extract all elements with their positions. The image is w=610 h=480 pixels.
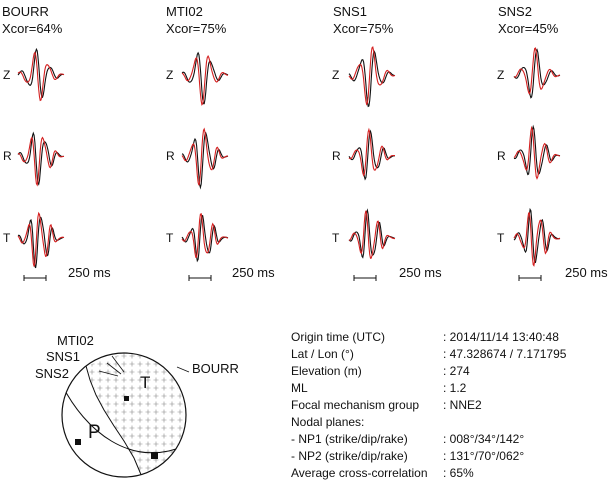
- component-label-r: R: [3, 149, 12, 163]
- synthetic-trace-t: [348, 210, 395, 259]
- component-label-z: Z: [497, 68, 504, 82]
- waveform-traces: [17, 45, 561, 269]
- info-value: : NNE2: [443, 398, 482, 412]
- component-label-z: Z: [332, 68, 339, 82]
- station-header-sns2: SNS2 Xcor=45%: [498, 4, 559, 36]
- xcor-value: Xcor=75%: [333, 21, 394, 36]
- info-value: : 2014/11/14 13:40:48: [443, 330, 559, 344]
- synthetic-trace-r: [181, 127, 229, 186]
- scale-label: 250 ms: [232, 265, 275, 280]
- xcor-value: Xcor=45%: [498, 21, 559, 36]
- info-label: Focal mechanism group: [291, 398, 419, 412]
- observed-trace-z: [17, 47, 65, 99]
- component-label-z: Z: [3, 68, 10, 82]
- info-label: - NP2 (strike/dip/rake): [291, 449, 408, 463]
- time-scale-bourr: 250 ms: [23, 265, 111, 281]
- component-label-t: T: [497, 231, 505, 245]
- info-label: Average cross-correlation: [291, 466, 428, 480]
- time-scale-sns1: 250 ms: [353, 265, 442, 281]
- scale-bar: [23, 275, 47, 281]
- station-name: SNS1: [333, 4, 367, 19]
- observed-trace-r: [513, 124, 561, 176]
- info-value: : 1.2: [443, 381, 467, 395]
- info-label: Nodal planes:: [291, 415, 364, 429]
- info-value: : 131°/70°/062°: [443, 449, 524, 463]
- info-label: Origin time (UTC): [291, 330, 385, 344]
- t-axis-label: T: [140, 373, 150, 392]
- station-name: SNS2: [498, 4, 532, 19]
- time-scale-sns2: 250 ms: [518, 265, 608, 281]
- scale-bar: [518, 275, 542, 281]
- station-header-sns1: SNS1 Xcor=75%: [333, 4, 394, 36]
- info-label: Lat / Lon (°): [291, 347, 354, 361]
- info-label: ML: [291, 381, 308, 395]
- bourr-leader-line: [176, 366, 190, 373]
- info-value: : 008°/34°/142°: [443, 432, 524, 446]
- xcor-value: Xcor=75%: [166, 21, 227, 36]
- beachball-outline: [61, 352, 187, 478]
- scale-label: 250 ms: [68, 265, 111, 280]
- compressional-quadrant: [86, 353, 186, 477]
- component-label-r: R: [497, 149, 506, 163]
- beachball-station-sns2: SNS2: [35, 366, 69, 381]
- station-marker: [75, 439, 81, 445]
- p-axis-label: P: [88, 422, 101, 443]
- station-name: MTI02: [166, 4, 203, 19]
- observed-trace-t: [181, 214, 229, 263]
- synthetic-trace-r: [348, 127, 395, 177]
- scale-label: 250 ms: [565, 265, 608, 280]
- observed-trace-t: [17, 216, 65, 269]
- observed-trace-r: [181, 131, 229, 190]
- info-label: Elevation (m): [291, 364, 362, 378]
- event-info-table: Origin time (UTC) : 2014/11/14 13:40:48 …: [291, 330, 567, 480]
- observed-trace-z: [181, 51, 229, 105]
- synthetic-trace-t: [17, 211, 65, 267]
- observed-trace-z: [348, 50, 396, 108]
- scale-bar: [188, 275, 212, 281]
- synthetic-trace-t: [513, 212, 561, 267]
- synthetic-trace-t: [181, 212, 229, 258]
- scale-bar: [353, 275, 377, 281]
- station-name: BOURR: [2, 4, 49, 19]
- info-value: : 274: [443, 364, 470, 378]
- synthetic-trace-z: [181, 54, 229, 106]
- focal-mechanism-beachball: T P MTI02 SNS1 SNS2 BOURR: [35, 333, 239, 478]
- beachball-station-mti02: MTI02: [57, 333, 94, 348]
- station-leader-lines: [98, 355, 125, 377]
- xcor-value: Xcor=64%: [2, 21, 63, 36]
- component-label-t: T: [332, 231, 340, 245]
- synthetic-trace-z: [17, 51, 65, 102]
- component-label-z: Z: [166, 68, 173, 82]
- component-label-r: R: [332, 149, 341, 163]
- component-label-t: T: [166, 231, 174, 245]
- beachball-station-bourr: BOURR: [192, 361, 239, 376]
- station-header-bourr: BOURR Xcor=64%: [2, 4, 63, 36]
- nodal-plane-np1: [85, 365, 148, 477]
- nodal-plane-np2: [62, 384, 186, 454]
- synthetic-trace-z: [348, 45, 396, 106]
- station-marker: [151, 452, 158, 459]
- observed-trace-r: [348, 129, 395, 181]
- component-label-r: R: [166, 149, 175, 163]
- info-label: - NP1 (strike/dip/rake): [291, 432, 408, 446]
- component-label-t: T: [3, 231, 11, 245]
- info-value: : 65%: [443, 466, 474, 480]
- info-value: : 47.328674 / 7.171795: [443, 347, 567, 361]
- beachball-station-sns1: SNS1: [46, 349, 80, 364]
- component-labels: Z R T Z R T Z R T Z R T: [3, 68, 506, 245]
- station-marker: [124, 396, 129, 401]
- synthetic-trace-r: [17, 136, 65, 187]
- time-scale-mti02: 250 ms: [188, 265, 275, 281]
- station-header-mti02: MTI02 Xcor=75%: [166, 4, 227, 36]
- scale-label: 250 ms: [399, 265, 442, 280]
- synthetic-trace-z: [513, 47, 561, 95]
- synthetic-trace-r: [513, 125, 561, 180]
